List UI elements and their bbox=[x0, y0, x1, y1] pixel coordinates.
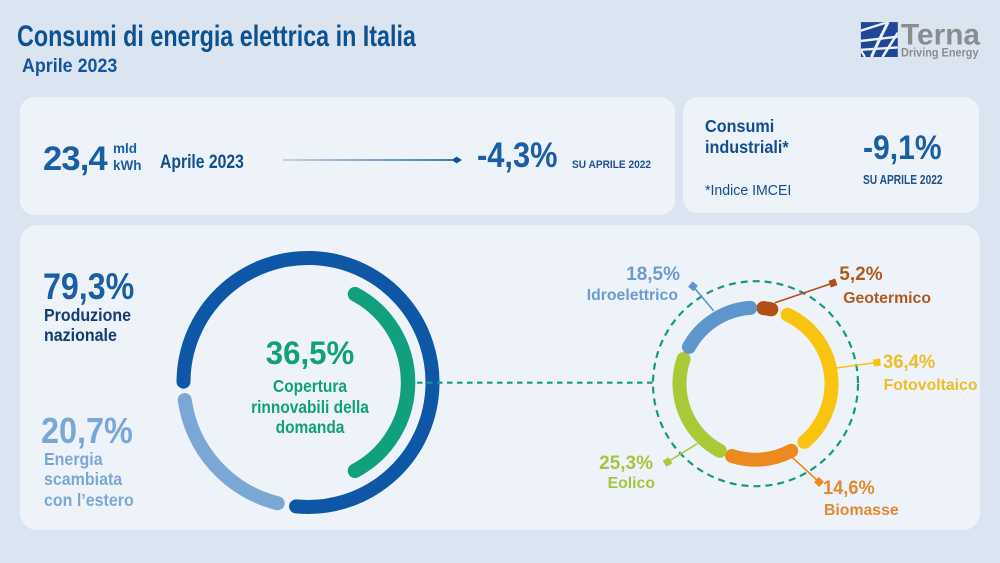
svg-text:Terna: Terna bbox=[901, 20, 980, 51]
svg-text:Driving Energy: Driving Energy bbox=[901, 46, 979, 60]
